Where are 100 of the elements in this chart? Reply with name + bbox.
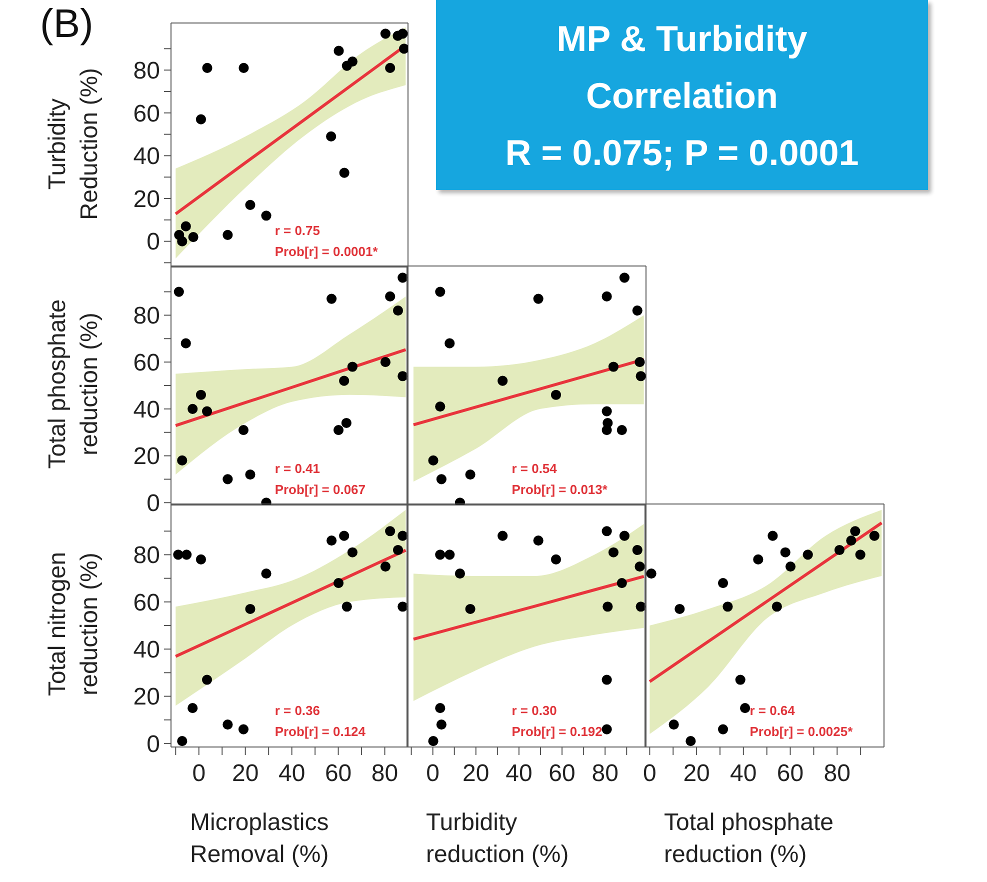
point — [245, 200, 256, 210]
point — [602, 674, 612, 685]
annotation: r = 0.64 — [750, 702, 796, 720]
point — [636, 371, 646, 382]
point — [202, 62, 212, 73]
point — [385, 526, 396, 536]
point — [222, 720, 233, 730]
point — [498, 376, 508, 386]
x-axis-title: Total phosphate reduction (%) — [664, 808, 834, 870]
point — [177, 736, 188, 746]
point — [326, 536, 337, 546]
y-axis-title: Turbidity Reduction (%) — [44, 67, 103, 220]
point — [398, 272, 408, 283]
y-tick-label: 20 — [133, 186, 160, 213]
annotation: Prob[r] = 0.067 — [274, 481, 366, 499]
point — [245, 604, 256, 614]
point — [533, 536, 544, 546]
x-tick-label: 0 — [426, 760, 440, 787]
x-tick-label: 80 — [824, 760, 850, 787]
point — [222, 474, 233, 484]
callout-box: MP & Turbidity Correlation R = 0.075; P = 0.0001 — [436, 0, 928, 190]
point — [177, 455, 188, 466]
point — [718, 724, 728, 734]
point — [196, 390, 206, 400]
y-tick-label: 0 — [146, 228, 160, 256]
annotation: Prob[r] = 0.0025* — [750, 723, 853, 741]
y-tick-label: 20 — [133, 684, 160, 711]
point — [339, 376, 350, 386]
point — [735, 674, 746, 685]
annotation: Prob[r] = 0.013* — [512, 481, 608, 499]
point — [498, 530, 508, 541]
point — [428, 455, 438, 466]
point — [602, 424, 612, 436]
y-tick-label: 80 — [133, 57, 160, 84]
point — [347, 547, 358, 558]
x-tick-label: 60 — [548, 760, 576, 787]
point — [444, 550, 455, 560]
annotation: r = 0.54 — [512, 460, 558, 478]
point — [428, 736, 438, 746]
point — [616, 578, 627, 588]
point — [619, 530, 630, 541]
point — [674, 604, 685, 614]
x-tick-label: 40 — [278, 760, 306, 787]
point — [602, 724, 612, 734]
point — [238, 724, 249, 734]
point — [634, 561, 645, 572]
point — [436, 474, 446, 484]
line-series — [174, 548, 408, 658]
point — [465, 604, 476, 614]
point — [550, 390, 562, 400]
y-tick-label: 0 — [146, 730, 160, 758]
point — [380, 357, 391, 368]
point — [636, 602, 646, 612]
point — [768, 530, 778, 541]
x-tick-label: 20 — [683, 760, 710, 787]
point — [435, 402, 446, 412]
point — [202, 674, 212, 685]
x-tick-label: 20 — [462, 760, 490, 787]
point — [435, 286, 446, 297]
y-axis-title: Total phosphate reduction (%) — [43, 298, 104, 471]
y-tick-label: 60 — [133, 589, 160, 616]
annotation: r = 0.41 — [274, 460, 322, 478]
point — [398, 602, 408, 612]
point — [435, 550, 446, 560]
point — [780, 547, 790, 558]
point — [392, 544, 404, 556]
point — [753, 554, 764, 564]
point — [245, 470, 256, 480]
y-tick-label: 20 — [133, 443, 160, 470]
point — [347, 56, 358, 67]
point — [339, 530, 350, 541]
point — [342, 602, 352, 612]
point — [238, 424, 249, 436]
point — [182, 550, 192, 560]
point — [436, 720, 446, 730]
point — [385, 62, 396, 73]
point — [347, 362, 358, 372]
point — [608, 362, 619, 372]
x-tick-label: 0 — [643, 760, 656, 787]
point — [380, 561, 391, 572]
point — [740, 703, 750, 714]
point — [850, 526, 860, 536]
point — [380, 28, 391, 39]
point — [718, 578, 728, 588]
point — [772, 602, 782, 612]
point — [785, 561, 796, 572]
point — [834, 544, 845, 556]
x-tick-label: 60 — [776, 760, 804, 787]
x-tick-label: 40 — [730, 760, 757, 787]
y-tick-label: 40 — [133, 396, 160, 424]
text: (B) — [40, 2, 94, 47]
y-tick-label: 60 — [133, 100, 160, 128]
point — [385, 291, 396, 302]
point — [326, 294, 337, 304]
x-tick-label: 60 — [324, 760, 352, 787]
x-tick-label: 20 — [232, 760, 259, 787]
point — [333, 424, 344, 436]
x-axis-title: Microplastics Removal (%) — [190, 808, 329, 870]
point — [686, 736, 696, 746]
point — [444, 338, 455, 348]
